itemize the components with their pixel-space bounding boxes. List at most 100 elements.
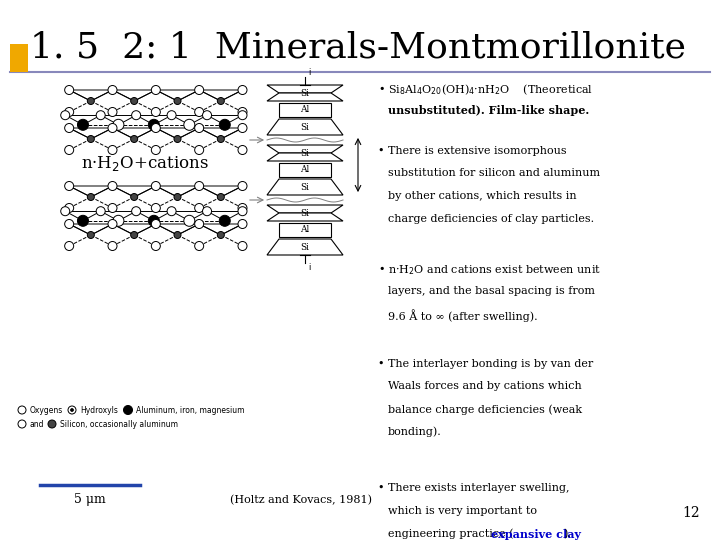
Circle shape — [220, 215, 230, 226]
Circle shape — [132, 111, 140, 120]
Bar — [10, 44, 28, 72]
Circle shape — [130, 193, 138, 200]
Circle shape — [194, 85, 204, 94]
Text: Si: Si — [300, 208, 310, 218]
Circle shape — [60, 207, 70, 215]
Bar — [279, 103, 331, 117]
Text: Aluminum, iron, magnesium: Aluminum, iron, magnesium — [136, 406, 245, 415]
Text: substitution for silicon and aluminum: substitution for silicon and aluminum — [388, 168, 600, 178]
Circle shape — [217, 232, 225, 239]
Circle shape — [194, 145, 204, 154]
Circle shape — [194, 181, 204, 191]
Circle shape — [108, 204, 117, 213]
Circle shape — [238, 207, 247, 215]
Text: bonding).: bonding). — [388, 427, 442, 437]
Circle shape — [65, 219, 73, 228]
Circle shape — [167, 111, 176, 120]
Circle shape — [238, 85, 247, 94]
Circle shape — [174, 136, 181, 143]
Circle shape — [174, 98, 181, 105]
Circle shape — [108, 85, 117, 94]
Circle shape — [87, 98, 94, 105]
Circle shape — [65, 181, 73, 191]
Circle shape — [65, 241, 73, 251]
Circle shape — [202, 111, 212, 120]
Circle shape — [238, 111, 247, 120]
Text: (Holtz and Kovacs, 1981): (Holtz and Kovacs, 1981) — [230, 495, 372, 505]
Text: Oxygens: Oxygens — [30, 406, 63, 415]
Text: Al: Al — [300, 105, 310, 114]
Polygon shape — [267, 179, 343, 195]
Circle shape — [130, 136, 138, 143]
Circle shape — [151, 204, 161, 213]
Circle shape — [194, 241, 204, 251]
Circle shape — [48, 420, 56, 428]
Circle shape — [96, 111, 105, 120]
Text: 1. 5  2: 1  Minerals-Montmorillonite: 1. 5 2: 1 Minerals-Montmorillonite — [30, 30, 686, 64]
Polygon shape — [267, 205, 343, 213]
Circle shape — [108, 219, 117, 228]
Circle shape — [78, 215, 89, 226]
Circle shape — [202, 207, 212, 215]
Circle shape — [238, 219, 247, 228]
Circle shape — [151, 241, 161, 251]
Circle shape — [238, 204, 247, 213]
Text: 12: 12 — [683, 506, 700, 520]
Circle shape — [194, 204, 204, 213]
Circle shape — [87, 232, 94, 239]
Text: i: i — [308, 68, 310, 77]
Circle shape — [238, 145, 247, 154]
Polygon shape — [267, 213, 343, 221]
Text: Si: Si — [300, 242, 310, 252]
Circle shape — [65, 85, 73, 94]
Circle shape — [18, 420, 26, 428]
Text: • There exists interlayer swelling,: • There exists interlayer swelling, — [378, 483, 570, 494]
Circle shape — [148, 119, 159, 130]
Text: Silicon, occasionally aluminum: Silicon, occasionally aluminum — [60, 420, 178, 429]
Circle shape — [151, 145, 161, 154]
Circle shape — [151, 85, 161, 94]
Text: Si: Si — [300, 123, 310, 132]
Circle shape — [194, 107, 204, 117]
Bar — [279, 163, 331, 177]
Text: Si: Si — [300, 183, 310, 192]
Circle shape — [151, 219, 161, 228]
Circle shape — [65, 107, 73, 117]
Circle shape — [108, 124, 117, 132]
Text: Waals forces and by cations which: Waals forces and by cations which — [388, 381, 582, 391]
Circle shape — [108, 241, 117, 251]
Text: balance charge deficiencies (weak: balance charge deficiencies (weak — [388, 404, 582, 415]
Text: charge deficiencies of clay particles.: charge deficiencies of clay particles. — [388, 213, 594, 224]
Circle shape — [130, 98, 138, 105]
Circle shape — [68, 406, 76, 414]
Polygon shape — [267, 153, 343, 161]
Polygon shape — [267, 239, 343, 255]
Circle shape — [71, 408, 73, 411]
Text: • There is extensive isomorphous: • There is extensive isomorphous — [378, 145, 567, 156]
Text: i: i — [308, 263, 310, 272]
Circle shape — [174, 232, 181, 239]
Text: ).: ). — [563, 529, 571, 539]
Circle shape — [174, 193, 181, 200]
Text: • The interlayer bonding is by van der: • The interlayer bonding is by van der — [378, 359, 593, 369]
Text: Si: Si — [300, 148, 310, 158]
Text: • Si$_8$Al$_4$O$_{20}$(OH)$_4$·nH$_2$O    (Theoretical: • Si$_8$Al$_4$O$_{20}$(OH)$_4$·nH$_2$O (… — [378, 82, 593, 97]
Text: layers, and the basal spacing is from: layers, and the basal spacing is from — [388, 286, 595, 296]
Circle shape — [217, 136, 225, 143]
Text: n·H$_2$O+cations: n·H$_2$O+cations — [81, 154, 209, 173]
Circle shape — [238, 107, 247, 117]
Bar — [279, 223, 331, 237]
Circle shape — [87, 136, 94, 143]
Text: by other cations, which results in: by other cations, which results in — [388, 191, 577, 201]
Circle shape — [87, 193, 94, 200]
Circle shape — [65, 124, 73, 132]
Text: engineering practice (: engineering practice ( — [388, 529, 513, 539]
Text: Al: Al — [300, 165, 310, 174]
Circle shape — [65, 204, 73, 213]
Circle shape — [194, 124, 204, 132]
Circle shape — [113, 119, 124, 130]
Circle shape — [167, 207, 176, 215]
Circle shape — [108, 107, 117, 117]
Circle shape — [130, 232, 138, 239]
Polygon shape — [267, 85, 343, 93]
